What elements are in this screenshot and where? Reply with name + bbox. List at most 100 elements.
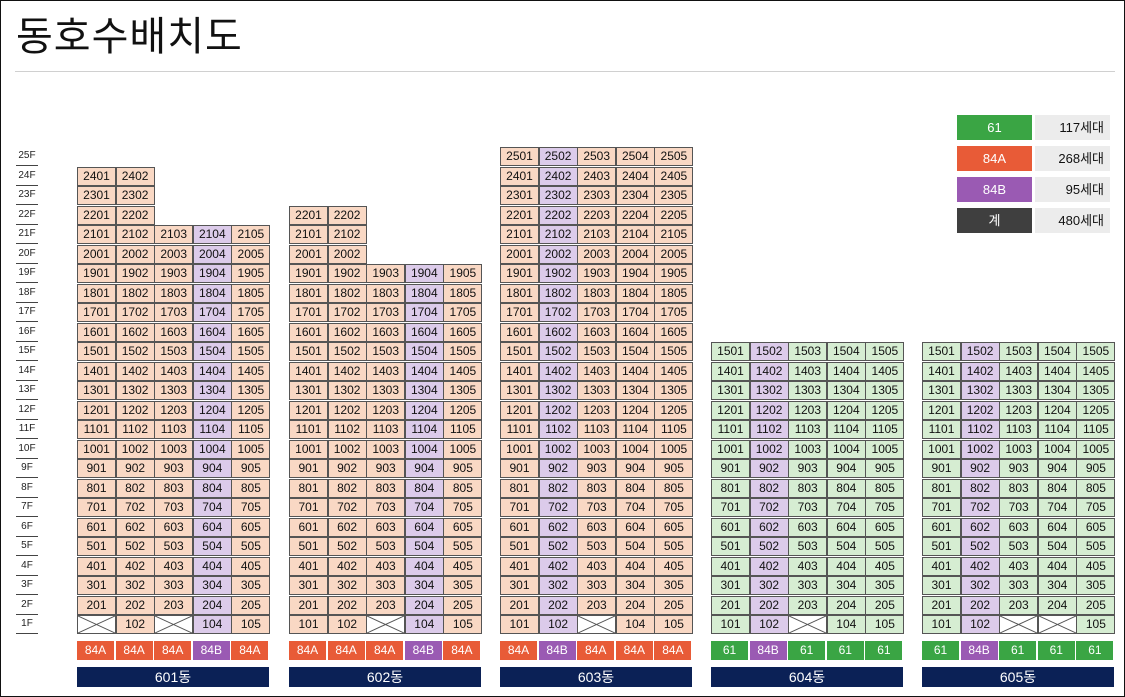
unit-cell: 301: [711, 576, 750, 595]
unit-cell: 1205: [865, 400, 905, 420]
unit-cell: 1601: [77, 322, 116, 342]
unit-cell: 1503: [788, 342, 828, 361]
unit-cell: 201: [289, 595, 328, 615]
unit-cell: 1302: [115, 381, 155, 400]
unit-cell: 204: [404, 595, 444, 615]
unit-cell: 1302: [749, 381, 789, 400]
unit-cell: 1201: [922, 400, 961, 420]
unit-cell: 1903: [154, 264, 194, 283]
unit-cell: 303: [788, 576, 828, 595]
unit-cell: 104: [192, 615, 232, 634]
unit-cell: 203: [788, 595, 828, 615]
unit-cell: 1902: [327, 264, 367, 283]
unit-cell: 2405: [654, 166, 694, 186]
unit-cell: 604: [615, 517, 655, 537]
unit-cell: 101: [289, 615, 328, 634]
unit-cell: 205: [865, 595, 905, 615]
unit-cell: 1302: [327, 381, 367, 400]
unit-cell: 2002: [115, 244, 155, 264]
unit-type-label: 84A: [289, 641, 326, 660]
unit-cell: 104: [404, 615, 444, 634]
floor-label: 14F: [16, 361, 38, 381]
unit-cell: 602: [960, 517, 1000, 537]
unit-cell: 802: [538, 478, 578, 498]
unit-cell: 1305: [231, 381, 271, 400]
unit-cell: 704: [826, 498, 866, 517]
unit-cell: 101: [711, 615, 750, 634]
unit-cell: 2402: [538, 166, 578, 186]
building-label: 604동: [711, 667, 903, 687]
unit-cell: 1404: [615, 361, 655, 381]
unit-cell: 604: [1037, 517, 1077, 537]
unit-cell: 1105: [231, 420, 271, 439]
unit-cell: 105: [654, 615, 694, 634]
unit-cell: 2105: [654, 225, 694, 244]
legend-count: 268세대: [1035, 146, 1110, 171]
unit-cell: 1102: [960, 420, 1000, 439]
unit-cell: 1201: [289, 400, 328, 420]
legend-count: 117세대: [1035, 115, 1110, 140]
unit-cell: 1505: [231, 342, 271, 361]
unit-cell: 2005: [231, 244, 271, 264]
unit-cell: 1205: [654, 400, 694, 420]
unit-cell: 1405: [865, 361, 905, 381]
unit-cell: 2202: [327, 205, 367, 225]
unit-type-label: 84A: [77, 641, 114, 660]
unit-cell: 2101: [77, 225, 116, 244]
unit-cell: 2505: [654, 147, 694, 166]
unit-cell: 301: [289, 576, 328, 595]
unit-type-label: 84A: [615, 641, 653, 660]
unit-cell: 2105: [231, 225, 271, 244]
unit-cell: 1004: [404, 439, 444, 459]
floor-label: 11F: [16, 419, 38, 439]
unit-cell: 703: [154, 498, 194, 517]
unit-cell: 1105: [1076, 420, 1116, 439]
unit-cell: 504: [192, 537, 232, 556]
unit-cell: 1204: [192, 400, 232, 420]
unit-cell: 702: [749, 498, 789, 517]
unit-cell: 2103: [577, 225, 617, 244]
unit-cell: 2202: [538, 205, 578, 225]
unit-cell: 602: [538, 517, 578, 537]
floor-label: 24F: [16, 166, 38, 186]
unit-cell: 1202: [327, 400, 367, 420]
unit-cell: 2203: [577, 205, 617, 225]
unit-cell: 1702: [538, 303, 578, 322]
unit-cell: 1103: [999, 420, 1039, 439]
unit-cell: 2005: [654, 244, 694, 264]
unit-cell: 1002: [327, 439, 367, 459]
unit-cell: 501: [77, 537, 116, 556]
unit-cell: 1502: [327, 342, 367, 361]
unit-cell: 303: [999, 576, 1039, 595]
unit-cell: 1002: [115, 439, 155, 459]
unit-cell: 801: [711, 478, 750, 498]
unit-cell: 1705: [231, 303, 271, 322]
unit-cell: 1804: [192, 283, 232, 303]
unit-cell: 603: [154, 517, 194, 537]
legend-type: 84A: [957, 146, 1032, 171]
unit-cell: 403: [154, 556, 194, 576]
unit-cell: 504: [826, 537, 866, 556]
unit-type-label: 84A: [154, 641, 192, 660]
unit-cell: 501: [289, 537, 328, 556]
unit-cell: 1202: [115, 400, 155, 420]
unit-cell: 1304: [615, 381, 655, 400]
unit-cell: 1401: [77, 361, 116, 381]
unit-type-label: 61: [788, 641, 826, 660]
unit-cell: 603: [366, 517, 406, 537]
unit-cell: 105: [1076, 615, 1116, 634]
unit-cell: 1405: [1076, 361, 1116, 381]
floor-label: 8F: [16, 478, 38, 498]
unit-cell: 301: [922, 576, 961, 595]
unit-cell: 702: [960, 498, 1000, 517]
unit-cell: 1204: [404, 400, 444, 420]
unit-cell: 705: [865, 498, 905, 517]
unit-cell: 604: [192, 517, 232, 537]
unit-cell: 2504: [615, 147, 655, 166]
unit-cell: 2004: [192, 244, 232, 264]
unit-cell: 404: [404, 556, 444, 576]
unit-cell: 301: [77, 576, 116, 595]
unit-cell: 1201: [711, 400, 750, 420]
unit-cell: 602: [749, 517, 789, 537]
unit-cell: 104: [615, 615, 655, 634]
